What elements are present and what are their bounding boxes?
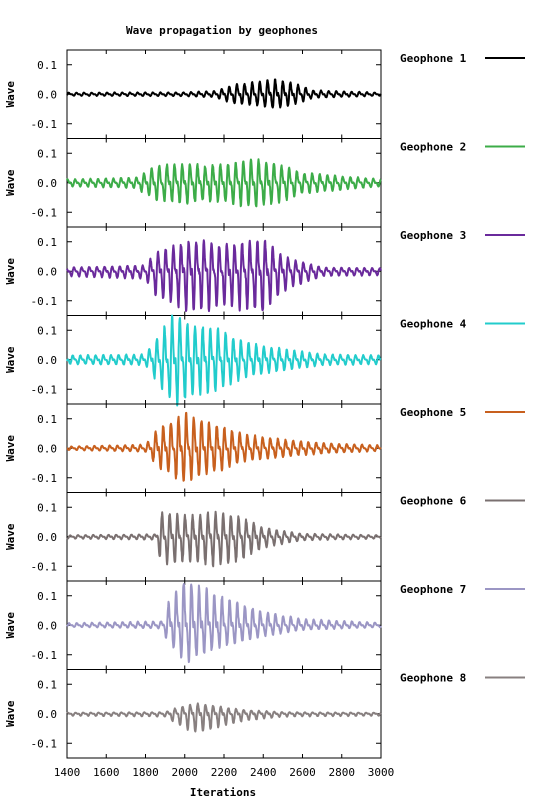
y-tick-label: 0.0 [37, 88, 57, 101]
y-tick-label: 0.0 [37, 177, 57, 190]
panel-7: 0.1 0.0 -0.1 Wave [4, 580, 382, 670]
y-tick-label: -0.1 [31, 383, 58, 396]
y-tick-label: -0.1 [31, 118, 58, 131]
series-line-5 [66, 411, 382, 482]
y-tick-label: 0.1 [37, 678, 57, 691]
y-tick-label: 0.0 [37, 354, 57, 367]
y-axis-label: Wave [4, 435, 17, 462]
y-tick-label: 0.1 [37, 501, 57, 514]
y-tick-label: -0.1 [31, 206, 58, 219]
legend-label: Geophone 2 [400, 141, 466, 154]
x-axis-label: Iterations [190, 786, 256, 799]
y-tick-label: -0.1 [31, 560, 58, 573]
x-tick-label: 2800 [329, 766, 356, 779]
panel-3: 0.1 0.0 -0.1 Wave [4, 226, 382, 316]
x-tick-label: 1400 [54, 766, 81, 779]
legend: Geophone 1 Geophone 2 Geophone 3 Geophone 4… [400, 52, 525, 685]
y-tick-label: 0.0 [37, 265, 57, 278]
y-tick-label: 0.0 [37, 531, 57, 544]
x-tick-label: 1600 [93, 766, 120, 779]
chart-panels: 0.1 0.0 -0.1 Wave 0.1 0.0 -0.1 Wave 0.1 0.0 -0.1 Wa… [4, 49, 382, 759]
y-tick-label: 0.1 [37, 413, 57, 426]
legend-label: Geophone 7 [400, 583, 466, 596]
x-tick-label: 2000 [172, 766, 199, 779]
series-line-8 [66, 702, 382, 733]
x-tick-label: 3000 [368, 766, 395, 779]
y-tick-label: -0.1 [31, 472, 58, 485]
x-tick-label: 2600 [289, 766, 316, 779]
panel-5: 0.1 0.0 -0.1 Wave [4, 403, 382, 493]
y-tick-label: 0.1 [37, 236, 57, 249]
y-tick-label: 0.1 [37, 324, 57, 337]
y-tick-label: 0.1 [37, 59, 57, 72]
series-line-4 [66, 314, 382, 407]
x-axis-ticks: 1400 1600 1800 2000 2200 2400 2600 2800 3000 [54, 766, 395, 779]
x-tick-label: 2400 [250, 766, 277, 779]
legend-label: Geophone 4 [400, 318, 467, 331]
legend-label: Geophone 8 [400, 672, 466, 685]
y-axis-label: Wave [4, 258, 17, 285]
panel-6: 0.1 0.0 -0.1 Wave [4, 492, 382, 582]
series-line-2 [66, 158, 382, 208]
panel-4: 0.1 0.0 -0.1 Wave [4, 314, 382, 407]
x-tick-label: 1800 [132, 766, 159, 779]
panel-1: 0.1 0.0 -0.1 Wave [4, 49, 382, 139]
legend-label: Geophone 3 [400, 229, 466, 242]
panel-8: 0.1 0.0 -0.1 Wave [4, 669, 382, 759]
chart-title: Wave propagation by geophones [126, 24, 318, 37]
legend-label: Geophone 5 [400, 406, 466, 419]
y-tick-label: -0.1 [31, 737, 58, 750]
panel-2: 0.1 0.0 -0.1 Wave [4, 138, 382, 228]
y-axis-label: Wave [4, 700, 17, 727]
legend-label: Geophone 6 [400, 495, 467, 508]
y-axis-label: Wave [4, 169, 17, 196]
y-axis-label: Wave [4, 612, 17, 639]
y-axis-label: Wave [4, 523, 17, 550]
y-tick-label: -0.1 [31, 295, 58, 308]
y-tick-label: 0.0 [37, 708, 57, 721]
series-line-3 [66, 239, 382, 313]
series-line-1 [66, 78, 382, 109]
series-line-7 [66, 583, 382, 664]
y-tick-label: -0.1 [31, 649, 58, 662]
y-tick-label: 0.1 [37, 147, 57, 160]
legend-label: Geophone 1 [400, 52, 467, 65]
y-axis-label: Wave [4, 346, 17, 373]
y-axis-label: Wave [4, 81, 17, 108]
y-tick-label: 0.0 [37, 619, 57, 632]
y-tick-label: 0.1 [37, 590, 57, 603]
series-line-6 [66, 510, 382, 568]
y-tick-label: 0.0 [37, 442, 57, 455]
x-tick-label: 2200 [211, 766, 238, 779]
